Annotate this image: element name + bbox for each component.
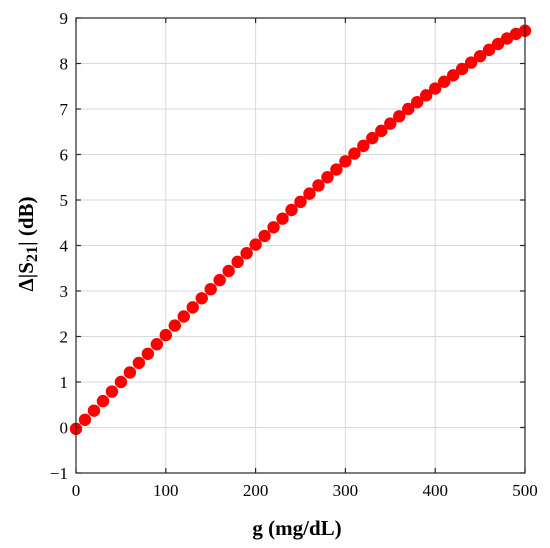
y-axis-label-prefix: Δ|S — [14, 262, 38, 291]
data-point — [402, 102, 415, 116]
data-point — [321, 171, 334, 184]
y-axis-label-subscript: 21 — [24, 246, 41, 262]
x-axis-label: g (mg/dL) — [252, 516, 341, 540]
data-point — [393, 110, 406, 123]
data-point — [285, 203, 298, 217]
x-tick-label: 0 — [72, 481, 81, 500]
data-point — [258, 229, 271, 243]
data-point — [437, 75, 451, 88]
data-point — [132, 356, 146, 370]
data-point — [455, 62, 469, 76]
data-point — [312, 179, 325, 192]
data-point — [186, 301, 199, 314]
data-point — [87, 404, 101, 417]
axis-ticks — [75, 17, 526, 474]
x-tick-label: 400 — [422, 481, 448, 500]
x-tick-label: 100 — [153, 481, 179, 500]
y-axis-label-suffix: | (dB) — [14, 196, 38, 246]
data-point — [429, 82, 442, 95]
data-point — [464, 56, 478, 69]
data-point — [411, 95, 424, 109]
y-tick-label: 1 — [60, 373, 69, 392]
data-point — [366, 131, 379, 145]
y-tick-label: 7 — [60, 100, 69, 119]
y-tick-labels: −1 0 1 2 3 4 5 6 7 8 9 — [50, 9, 69, 483]
data-point — [105, 385, 119, 398]
data-point — [123, 366, 137, 379]
x-tick-label: 300 — [333, 481, 359, 500]
data-point — [249, 238, 262, 251]
y-tick-label: 2 — [60, 328, 69, 347]
data-point — [330, 163, 343, 176]
data-point — [375, 124, 388, 138]
data-points — [69, 24, 532, 436]
y-tick-label: 0 — [60, 419, 69, 438]
data-point — [141, 347, 155, 360]
y-tick-label: 8 — [60, 55, 69, 74]
data-point — [96, 394, 110, 408]
y-tick-label: 5 — [60, 191, 69, 210]
data-point — [177, 310, 190, 323]
data-point — [240, 247, 253, 260]
data-point — [276, 212, 289, 225]
data-point — [482, 43, 496, 57]
data-point — [213, 273, 226, 287]
data-point — [420, 89, 433, 102]
data-point — [195, 292, 208, 305]
data-point — [150, 338, 164, 351]
y-axis-label: Δ|S21| (dB) — [14, 196, 41, 291]
data-point — [339, 155, 352, 168]
data-point — [446, 69, 460, 82]
data-point — [473, 50, 487, 63]
data-point — [348, 147, 361, 160]
data-point — [303, 187, 316, 200]
data-point — [114, 375, 128, 389]
grid — [75, 17, 526, 474]
data-point — [204, 282, 217, 296]
x-tick-label: 200 — [243, 481, 269, 500]
data-point — [357, 139, 370, 153]
data-point — [78, 413, 92, 426]
x-tick-labels: 0 100 200 300 400 500 — [72, 481, 538, 500]
data-point — [168, 319, 181, 332]
y-tick-label: 3 — [60, 282, 69, 301]
y-tick-label: 9 — [60, 9, 69, 28]
y-tick-label: −1 — [50, 464, 68, 483]
data-point — [222, 264, 235, 278]
y-tick-label: 6 — [60, 146, 69, 165]
data-point — [384, 117, 397, 130]
data-point — [294, 195, 307, 209]
data-point — [231, 255, 244, 269]
data-point — [491, 37, 505, 51]
data-point — [267, 221, 280, 234]
y-tick-label: 4 — [60, 237, 69, 256]
x-tick-label: 500 — [512, 481, 538, 500]
data-point — [159, 328, 172, 342]
